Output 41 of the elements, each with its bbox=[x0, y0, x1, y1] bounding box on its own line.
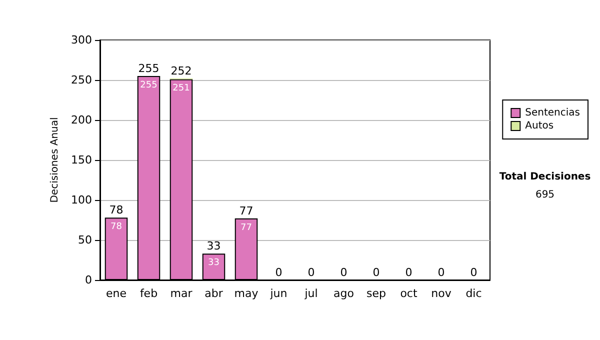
total-label: 33 bbox=[206, 240, 221, 253]
y-tick-label: 200 bbox=[71, 114, 92, 126]
y-tick-label: 150 bbox=[71, 154, 92, 166]
total-label: 77 bbox=[239, 204, 254, 218]
total-label: 255 bbox=[138, 62, 160, 75]
data-label: 78 bbox=[110, 222, 122, 232]
x-tick-label: abr bbox=[204, 287, 224, 300]
y-tick-label: 100 bbox=[71, 194, 92, 206]
x-tick-label: jul bbox=[304, 287, 318, 300]
data-label: 255 bbox=[140, 80, 158, 90]
total-label: 0 bbox=[372, 266, 380, 279]
total-label: 78 bbox=[109, 204, 124, 217]
x-tick-label: mar bbox=[170, 287, 193, 300]
data-label: 33 bbox=[208, 258, 220, 268]
text: Total Decisiones bbox=[499, 172, 591, 182]
y-tick-label: 0 bbox=[85, 274, 92, 286]
text: 695 bbox=[535, 190, 555, 200]
y-tick-label: 250 bbox=[71, 74, 92, 86]
x-tick-label: oct bbox=[400, 287, 418, 300]
x-tick-label: sep bbox=[366, 287, 386, 300]
total-label: 0 bbox=[438, 266, 445, 279]
y-tick-label: 50 bbox=[78, 234, 92, 246]
x-tick-label: ago bbox=[334, 287, 354, 300]
legend-label: Sentencias bbox=[525, 108, 580, 118]
data-label: 251 bbox=[172, 84, 190, 94]
total-label: 0 bbox=[470, 266, 478, 279]
total-label: 0 bbox=[340, 266, 348, 279]
total-label: 0 bbox=[405, 266, 412, 279]
x-tick-label: ene bbox=[106, 287, 127, 300]
x-tick-label: jun bbox=[269, 287, 288, 300]
y-tick-label: 300 bbox=[71, 34, 92, 46]
x-tick-label: nov bbox=[431, 287, 452, 300]
total-label: 0 bbox=[308, 266, 315, 279]
total-label: 252 bbox=[170, 64, 192, 78]
x-tick-label: may bbox=[234, 287, 259, 300]
total-label: 0 bbox=[275, 266, 282, 279]
y-axis-title: Decisiones Anual bbox=[50, 117, 61, 203]
data-label: 77 bbox=[240, 222, 252, 233]
legend-label: Autos bbox=[525, 120, 554, 132]
x-tick-label: dic bbox=[466, 287, 482, 300]
x-tick-label: feb bbox=[140, 287, 158, 300]
